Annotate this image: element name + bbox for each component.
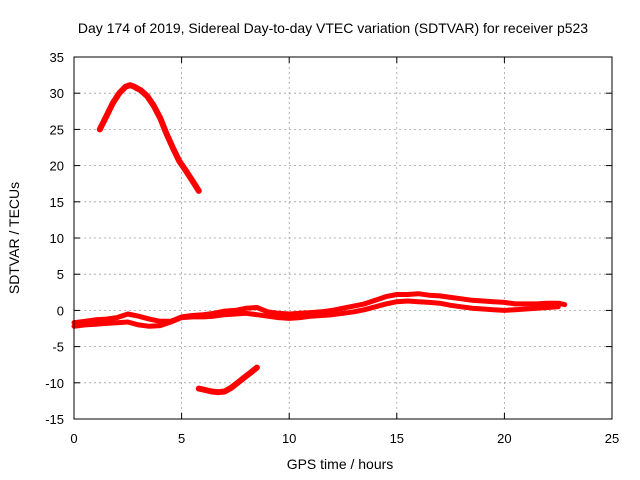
x-tick-label: 25 <box>605 431 619 446</box>
y-tick-label: 35 <box>50 50 64 65</box>
gridlines <box>74 57 612 419</box>
x-tick-label: 5 <box>178 431 185 446</box>
y-tick-label: 15 <box>50 195 64 210</box>
x-tick-label: 20 <box>497 431 511 446</box>
y-tick-label: -10 <box>45 376 64 391</box>
series-line-2 <box>195 364 260 396</box>
y-tick-label: 25 <box>50 122 64 137</box>
series-line-1 <box>96 82 202 194</box>
x-axis: 0 5 10 15 20 25 <box>70 57 619 446</box>
y-tick-label: 30 <box>50 86 64 101</box>
y-tick-label: 10 <box>50 231 64 246</box>
y-axis-label: SDTVAR / TECUs <box>6 182 22 294</box>
x-tick-label: 10 <box>282 431 296 446</box>
y-tick-label: -15 <box>45 412 64 427</box>
chart-title: Day 174 of 2019, Sidereal Day-to-day VTE… <box>78 20 588 36</box>
series-line-4 <box>71 298 561 329</box>
y-tick-label: 20 <box>50 159 64 174</box>
x-tick-label: 15 <box>390 431 404 446</box>
x-axis-label: GPS time / hours <box>287 456 394 472</box>
series-layer <box>71 82 568 396</box>
y-tick-label: 5 <box>57 267 64 282</box>
y-tick-label: 0 <box>57 303 64 318</box>
series-line-3 <box>71 291 568 326</box>
x-tick-label: 0 <box>70 431 77 446</box>
y-axis: -15 -10 -5 0 5 10 15 20 25 30 35 <box>45 50 612 427</box>
y-tick-label: -5 <box>52 340 64 355</box>
